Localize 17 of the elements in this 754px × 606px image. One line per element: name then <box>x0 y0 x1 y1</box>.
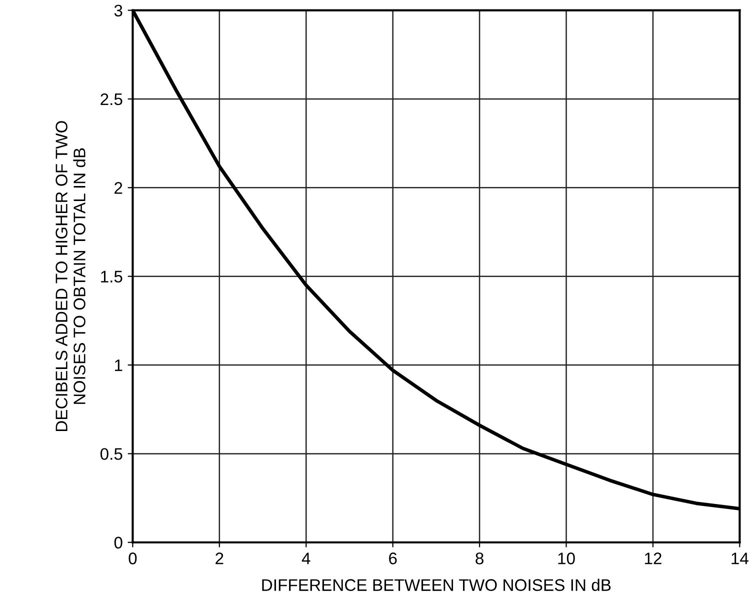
x-axis-title: DIFFERENCE BETWEEN TWO NOISES IN dB <box>262 578 611 591</box>
x-tick-label: 10 <box>558 552 575 564</box>
y-tick-label: 0 <box>114 536 122 549</box>
y-tick-label: 3 <box>114 4 122 17</box>
y-axis-title: DECIBELS ADDED TO HIGHER OF TWO NOISES TO OBTAIN TOTAL IN dB <box>56 121 86 432</box>
y-tick-label: 2 <box>114 182 122 194</box>
x-tick-label: 0 <box>128 552 137 564</box>
y-tick-label: 2.5 <box>100 93 122 106</box>
y-tick-label: 1.5 <box>101 270 122 283</box>
x-tick-label: 2 <box>216 552 224 564</box>
x-tick-label: 6 <box>389 552 397 564</box>
x-tick-label: 14 <box>732 552 748 564</box>
x-tick-label: 4 <box>302 552 310 564</box>
x-tick-label: 12 <box>644 552 662 564</box>
y-tick-label: 1 <box>114 360 122 372</box>
y-tick-label: 0.5 <box>100 448 122 460</box>
x-tick-label: 8 <box>476 552 484 564</box>
